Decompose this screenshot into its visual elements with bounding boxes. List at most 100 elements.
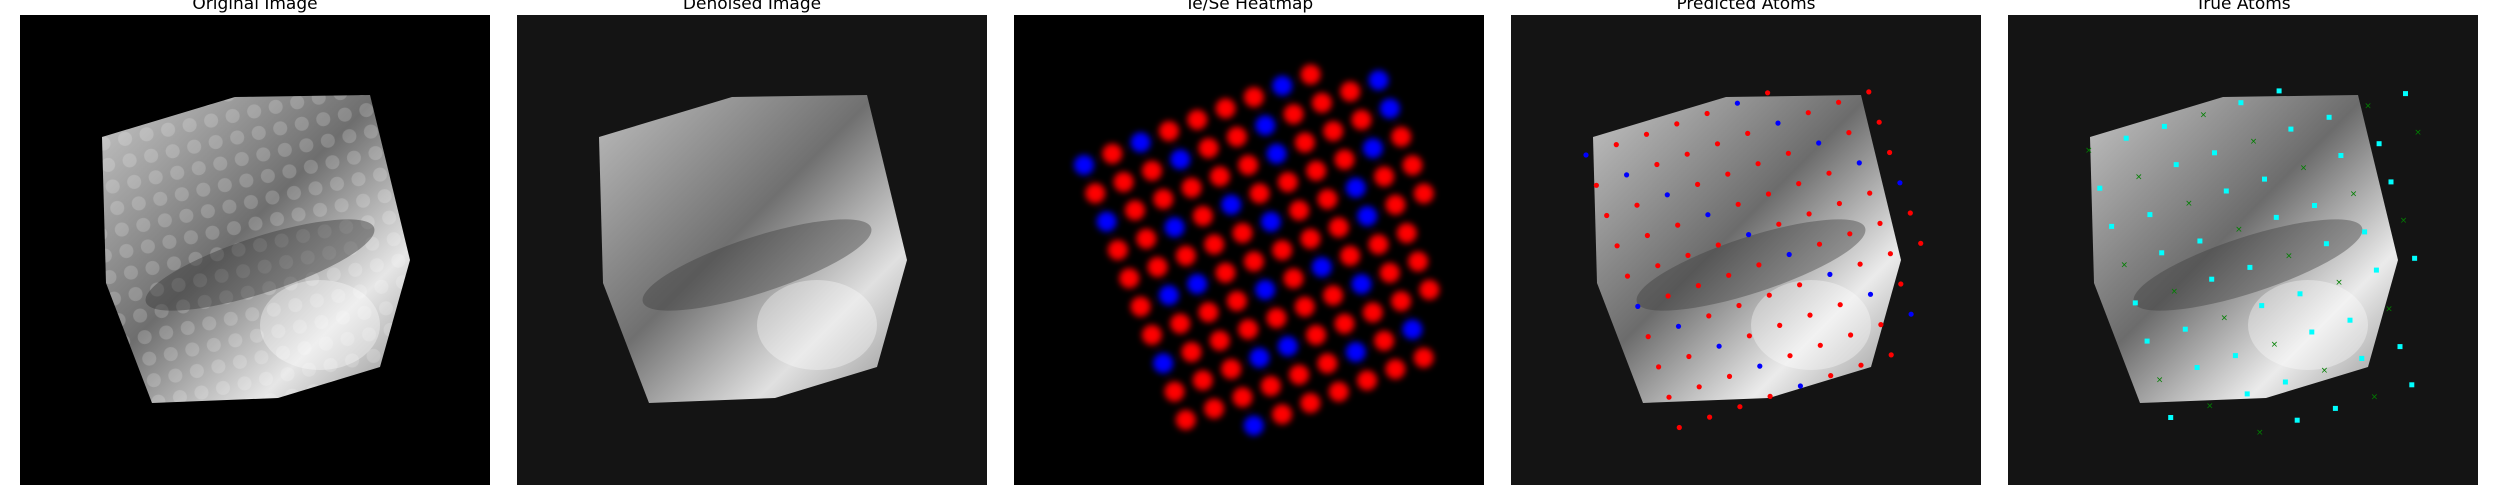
- predicted-se-atom: [1786, 251, 1792, 258]
- predicted-te-atom: [1746, 333, 1752, 339]
- te-heat-blob: [1340, 245, 1361, 266]
- te-heat-blob: [1272, 240, 1293, 261]
- te-heat-blob: [1413, 183, 1434, 204]
- true-te-atom: [2197, 238, 2203, 244]
- predicted-te-atom: [1674, 121, 1680, 127]
- te-heat-blob: [1192, 370, 1213, 391]
- se-heat-blob: [1368, 70, 1389, 91]
- se-heat-blob: [1351, 274, 1372, 295]
- true-se-atom: ×: [2300, 163, 2308, 173]
- true-te-atom: [2312, 203, 2317, 208]
- se-heat-blob: [1345, 342, 1366, 362]
- predicted-te-atom: [1785, 150, 1791, 156]
- true-te-atom: [2294, 417, 2300, 423]
- te-heat-blob: [1379, 262, 1400, 283]
- te-se-heatmap: [1074, 64, 1440, 436]
- predicted-te-atom: [1816, 241, 1823, 247]
- true-te-atom: [2097, 185, 2103, 191]
- te-heat-blob: [1181, 342, 1202, 362]
- te-heat-blob: [1391, 291, 1412, 312]
- te-heat-blob: [1159, 121, 1179, 142]
- predicted-te-atom: [1684, 151, 1690, 157]
- predicted-te-atom: [1644, 232, 1650, 239]
- te-heat-blob: [1232, 387, 1253, 408]
- te-heat-blob: [1391, 126, 1412, 147]
- te-heat-blob: [1232, 223, 1253, 243]
- predicted-se-atom: [1716, 343, 1722, 349]
- predicted-te-atom: [1837, 302, 1843, 308]
- true-se-atom: ×: [2321, 366, 2329, 376]
- predicted-te-atom: [1907, 210, 1913, 216]
- te-heat-blob: [1357, 370, 1378, 391]
- te-heat-blob: [1136, 228, 1157, 249]
- predicted-te-atom: [1776, 221, 1782, 227]
- te-heat-blob: [1238, 319, 1259, 340]
- te-heat-blob: [1323, 121, 1344, 142]
- te-heat-blob: [1142, 160, 1162, 181]
- predicted-te-atom: [1593, 182, 1599, 188]
- predicted-se-atom: [1816, 140, 1822, 146]
- te-heat-blob: [1294, 296, 1315, 317]
- true-te-atom: [2373, 267, 2379, 273]
- predicted-te-atom: [1655, 263, 1661, 269]
- predicted-te-atom: [1828, 373, 1834, 379]
- te-heat-blob: [1334, 149, 1355, 170]
- predicted-te-atom: [1686, 353, 1692, 360]
- predicted-te-atom: [1706, 313, 1712, 319]
- te-heat-blob: [1289, 364, 1310, 385]
- true-se-atom: ×: [2221, 313, 2229, 323]
- te-heat-blob: [1385, 359, 1406, 380]
- predicted-te-atom: [1807, 312, 1813, 318]
- te-heat-blob: [1413, 347, 1434, 368]
- predicted-te-atom: [1685, 252, 1691, 258]
- se-heat-blob: [1243, 415, 1264, 436]
- predicted-se-atom: [1734, 100, 1740, 106]
- true-te-atom: [2194, 365, 2200, 370]
- true-te-atom: [2161, 123, 2167, 129]
- true-te-atom: [2247, 264, 2253, 270]
- te-heat-blob: [1130, 296, 1151, 317]
- te-heat-blob: [1085, 183, 1106, 204]
- true-te-atom: [2223, 188, 2229, 194]
- predicted-se-atom: [1705, 212, 1711, 218]
- predicted-te-atom: [1726, 272, 1732, 278]
- true-se-atom: ×: [2335, 278, 2343, 288]
- se-heat-blob: [1311, 257, 1332, 278]
- predicted-te-atom: [1737, 404, 1743, 410]
- te-heat-blob: [1323, 285, 1344, 306]
- te-heat-blob: [1300, 393, 1321, 413]
- predicted-te-atom: [1756, 262, 1762, 268]
- se-heat-blob: [1345, 177, 1366, 198]
- panel-title-denoised: Denoised Image: [682, 0, 822, 14]
- predicted-te-atom: [1707, 414, 1713, 420]
- te-heat-blob: [1368, 234, 1389, 255]
- te-heat-blob: [1374, 330, 1395, 351]
- predicted-te-atom: [1878, 322, 1884, 328]
- te-heat-blob: [1340, 81, 1361, 102]
- predicted-se-atom: [1675, 323, 1682, 329]
- predicted-se-atom: [1775, 120, 1781, 126]
- te-heat-blob: [1141, 324, 1162, 345]
- predicted-se-atom: [1827, 271, 1833, 277]
- predicted-atoms-panel: [1511, 15, 1981, 485]
- predicted-te-atom: [1797, 282, 1803, 288]
- predicted-te-atom: [1725, 171, 1731, 177]
- te-heat-blob: [1396, 223, 1417, 244]
- te-heat-blob: [1192, 206, 1213, 226]
- predicted-te-atom: [1796, 181, 1802, 187]
- true-te-atom: [2147, 212, 2153, 218]
- te-heat-blob: [1277, 172, 1298, 193]
- predicted-te-atom: [1805, 110, 1811, 116]
- te-heat-blob: [1243, 251, 1264, 272]
- true-se-atom: ×: [2400, 216, 2408, 226]
- predicted-te-atom: [1665, 293, 1671, 299]
- panel-title-original: Original Image: [192, 0, 318, 14]
- true-te-atom: [2388, 179, 2394, 185]
- panel-title-true: True Atoms: [2195, 0, 2291, 14]
- predicted-te-atom: [1613, 142, 1619, 148]
- predicted-te-atom: [1848, 332, 1854, 338]
- true-te-atom: [2173, 162, 2179, 168]
- predicted-se-atom: [1664, 192, 1670, 198]
- te-heat-blob: [1215, 98, 1236, 119]
- te-heat-blob: [1306, 160, 1327, 181]
